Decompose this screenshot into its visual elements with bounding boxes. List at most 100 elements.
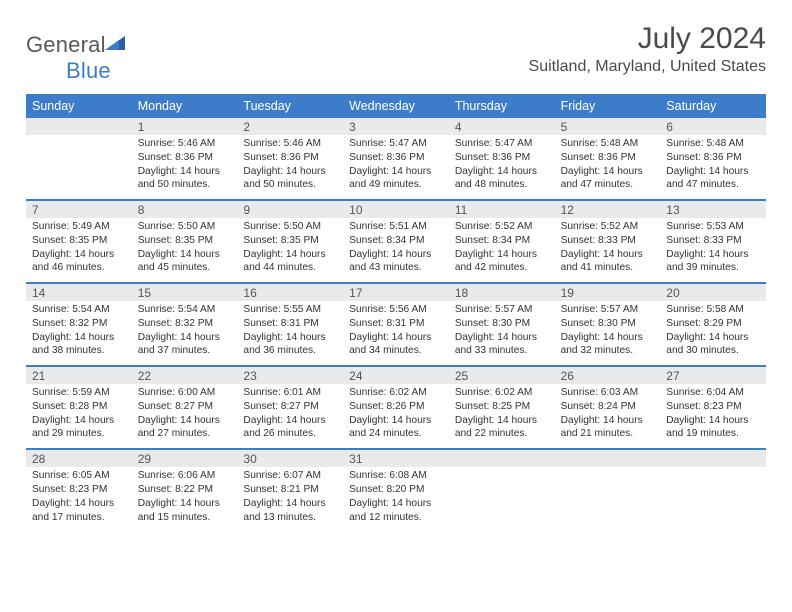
day-data-cell: Sunrise: 5:47 AMSunset: 8:36 PMDaylight:… <box>449 135 555 195</box>
day-data-cell: Sunrise: 5:52 AMSunset: 8:33 PMDaylight:… <box>555 218 661 278</box>
sunrise-line: Sunrise: 6:03 AM <box>561 386 655 400</box>
day-data-cell: Sunrise: 5:48 AMSunset: 8:36 PMDaylight:… <box>555 135 661 195</box>
sunset-line: Sunset: 8:36 PM <box>243 151 337 165</box>
day-number <box>555 450 661 467</box>
calendar-daynum-row: 14151617181920 <box>26 282 766 301</box>
sunset-line: Sunset: 8:27 PM <box>243 400 337 414</box>
calendar-data-row: Sunrise: 5:49 AMSunset: 8:35 PM Daylight:… <box>26 218 766 278</box>
sunset-line: Sunset: 8:34 PM <box>349 234 443 248</box>
sunrise-line: Sunrise: 5:54 AM <box>32 303 126 317</box>
sunrise-line: Sunrise: 6:06 AM <box>138 469 232 483</box>
day-data-cell <box>26 135 132 195</box>
day-number: 13 <box>660 201 766 218</box>
daylight-line: Daylight: 14 hours and 44 minutes. <box>243 248 337 276</box>
day-data-cell: Sunrise: 5:48 AMSunset: 8:36 PMDaylight:… <box>660 135 766 195</box>
sunrise-line: Sunrise: 6:04 AM <box>666 386 760 400</box>
daylight-line: Daylight: 14 hours and 47 minutes. <box>666 165 760 193</box>
daylight-line: Daylight: 14 hours and 36 minutes. <box>243 331 337 359</box>
day-data-cell: Sunrise: 6:04 AMSunset: 8:23 PMDaylight:… <box>660 384 766 444</box>
sunset-line: Sunset: 8:29 PM <box>666 317 760 331</box>
sunrise-line: Sunrise: 5:57 AM <box>455 303 549 317</box>
day-number: 27 <box>660 367 766 384</box>
sunset-line: Sunset: 8:36 PM <box>455 151 549 165</box>
day-number: 1 <box>132 118 238 135</box>
day-number: 10 <box>343 201 449 218</box>
sunset-line: Sunset: 8:36 PM <box>666 151 760 165</box>
daylight-line: Daylight: 14 hours and 38 minutes. <box>32 331 126 359</box>
sunset-line: Sunset: 8:35 PM <box>32 234 126 248</box>
day-data-cell: Sunrise: 5:46 AMSunset: 8:36 PMDaylight:… <box>132 135 238 195</box>
sunrise-line: Sunrise: 5:49 AM <box>32 220 126 234</box>
day-data-cell: Sunrise: 6:02 AMSunset: 8:25 PMDaylight:… <box>449 384 555 444</box>
day-data-cell: Sunrise: 6:01 AMSunset: 8:27 PMDaylight:… <box>237 384 343 444</box>
sunset-line: Sunset: 8:23 PM <box>32 483 126 497</box>
day-number: 18 <box>449 284 555 301</box>
day-number: 26 <box>555 367 661 384</box>
day-data-cell: Sunrise: 5:53 AMSunset: 8:33 PMDaylight:… <box>660 218 766 278</box>
sunset-line: Sunset: 8:26 PM <box>349 400 443 414</box>
day-data-cell: Sunrise: 5:51 AMSunset: 8:34 PMDaylight:… <box>343 218 449 278</box>
sunrise-line: Sunrise: 6:01 AM <box>243 386 337 400</box>
sunset-line: Sunset: 8:32 PM <box>138 317 232 331</box>
sunrise-line: Sunrise: 5:51 AM <box>349 220 443 234</box>
sunrise-line: Sunrise: 5:46 AM <box>138 137 232 151</box>
sunset-line: Sunset: 8:33 PM <box>561 234 655 248</box>
sunset-line: Sunset: 8:31 PM <box>349 317 443 331</box>
day-data-cell: Sunrise: 6:07 AMSunset: 8:21 PMDaylight:… <box>237 467 343 527</box>
sunset-line: Sunset: 8:20 PM <box>349 483 443 497</box>
daylight-line: Daylight: 14 hours and 26 minutes. <box>243 414 337 442</box>
day-number: 20 <box>660 284 766 301</box>
sunrise-line: Sunrise: 6:08 AM <box>349 469 443 483</box>
day-data-cell: Sunrise: 5:59 AMSunset: 8:28 PMDaylight:… <box>26 384 132 444</box>
calendar-weekday-header: Sunday Monday Tuesday Wednesday Thursday… <box>26 94 766 118</box>
day-number: 21 <box>26 367 132 384</box>
sunrise-line: Sunrise: 5:52 AM <box>561 220 655 234</box>
sunrise-line: Sunrise: 5:50 AM <box>243 220 337 234</box>
weekday-label: Tuesday <box>237 94 343 118</box>
day-number: 14 <box>26 284 132 301</box>
daylight-line: Daylight: 14 hours and 15 minutes. <box>138 497 232 525</box>
brand-text: General Blue <box>26 32 125 83</box>
day-number: 15 <box>132 284 238 301</box>
day-number: 7 <box>26 201 132 218</box>
day-number: 8 <box>132 201 238 218</box>
daylight-line: Daylight: 14 hours and 50 minutes. <box>138 165 232 193</box>
day-data-cell <box>449 467 555 527</box>
logo-arrow-icon <box>105 30 125 56</box>
day-data-cell: Sunrise: 5:50 AMSunset: 8:35 PMDaylight:… <box>132 218 238 278</box>
daylight-line: Daylight: 14 hours and 41 minutes. <box>561 248 655 276</box>
calendar-daynum-row: 123456 <box>26 118 766 135</box>
sunset-line: Sunset: 8:30 PM <box>455 317 549 331</box>
day-number <box>449 450 555 467</box>
brand-logo: General Blue <box>26 30 125 84</box>
daylight-line: Daylight: 14 hours and 32 minutes. <box>561 331 655 359</box>
title-block: July 2024 Suitland, Maryland, United Sta… <box>529 22 766 76</box>
day-number: 28 <box>26 450 132 467</box>
day-data-cell: Sunrise: 5:58 AMSunset: 8:29 PMDaylight:… <box>660 301 766 361</box>
weekday-label: Thursday <box>449 94 555 118</box>
day-data-cell: Sunrise: 5:50 AMSunset: 8:35 PMDaylight:… <box>237 218 343 278</box>
day-data-cell: Sunrise: 5:56 AMSunset: 8:31 PMDaylight:… <box>343 301 449 361</box>
day-number: 12 <box>555 201 661 218</box>
sunrise-line: Sunrise: 5:59 AM <box>32 386 126 400</box>
day-number: 3 <box>343 118 449 135</box>
daylight-line: Daylight: 14 hours and 49 minutes. <box>349 165 443 193</box>
sunset-line: Sunset: 8:34 PM <box>455 234 549 248</box>
sunrise-line: Sunrise: 6:02 AM <box>455 386 549 400</box>
sunrise-line: Sunrise: 6:05 AM <box>32 469 126 483</box>
weekday-label: Wednesday <box>343 94 449 118</box>
day-number: 23 <box>237 367 343 384</box>
calendar-body: 123456Sunrise: 5:46 AMSunset: 8:36 PMDay… <box>26 118 766 527</box>
day-number: 25 <box>449 367 555 384</box>
daylight-line: Daylight: 14 hours and 42 minutes. <box>455 248 549 276</box>
day-number: 9 <box>237 201 343 218</box>
daylight-line: Daylight: 14 hours and 37 minutes. <box>138 331 232 359</box>
sunrise-line: Sunrise: 6:02 AM <box>349 386 443 400</box>
daylight-line: Daylight: 14 hours and 27 minutes. <box>138 414 232 442</box>
day-data-cell <box>660 467 766 527</box>
daylight-line: Daylight: 14 hours and 22 minutes. <box>455 414 549 442</box>
day-number: 31 <box>343 450 449 467</box>
sunset-line: Sunset: 8:27 PM <box>138 400 232 414</box>
daylight-line: Daylight: 14 hours and 43 minutes. <box>349 248 443 276</box>
sunrise-line: Sunrise: 6:07 AM <box>243 469 337 483</box>
